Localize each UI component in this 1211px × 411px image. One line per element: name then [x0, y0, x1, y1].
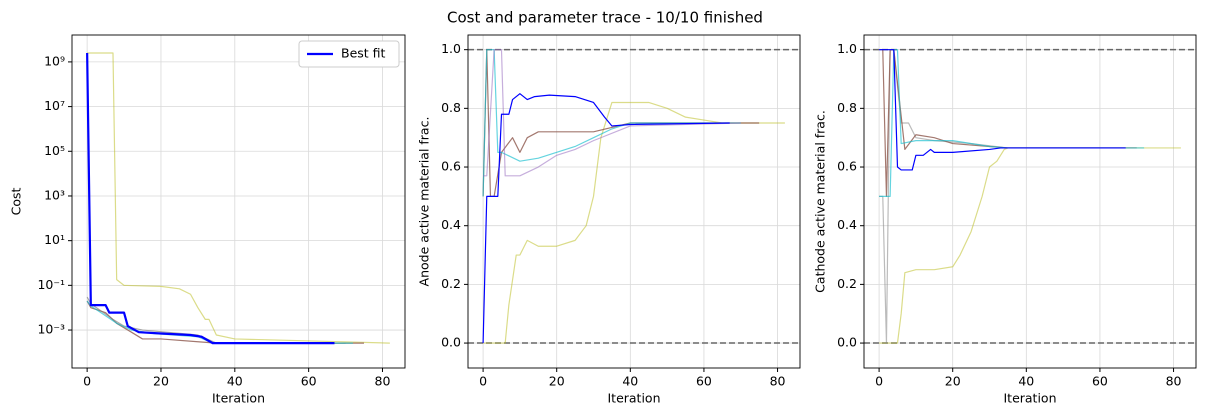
axes-frame: [467, 34, 801, 369]
legend-box: [298, 40, 400, 68]
y-axis-label: Cathode active material frac.: [813, 110, 828, 293]
x-tick-label: 40: [622, 374, 638, 389]
y-tick-label: 1.0: [441, 41, 461, 56]
y-tick-label: 0.2: [837, 276, 857, 291]
axes-frame: [863, 34, 1197, 369]
y-tick-label: 0.8: [441, 100, 461, 115]
x-axis-label: Iteration: [212, 391, 265, 406]
y-axis-label: Anode active material frac.: [417, 117, 432, 287]
x-tick-label: 80: [1166, 374, 1182, 389]
series-line: [483, 49, 741, 177]
figure-title: Cost and parameter trace - 10/10 finishe…: [447, 9, 763, 27]
series-line: [482, 93, 730, 344]
x-tick-label: 40: [1018, 374, 1034, 389]
series-line: [879, 49, 1126, 171]
subplot: 0 20 40 60 80 0.0 0.2 0.4 0.6 0.8 1.0 Iteration Cath…: [813, 34, 1197, 406]
x-tick-label: 0: [83, 374, 91, 389]
x-tick-label: 20: [549, 374, 565, 389]
x-tick-label: 20: [945, 374, 961, 389]
y-tick-label: 0.4: [837, 217, 857, 232]
y-tick-label: 10⁻³: [37, 322, 65, 337]
series-line: [87, 52, 390, 344]
y-tick-label: 10⁵: [44, 143, 65, 158]
y-tick-label: 1.0: [837, 41, 857, 56]
y-tick-label: 10⁷: [44, 98, 65, 113]
x-axis-label: Iteration: [607, 391, 660, 406]
y-tick-label: 10¹: [44, 232, 65, 247]
series-line: [483, 101, 785, 344]
x-axis-label: Iteration: [1003, 391, 1056, 406]
x-tick-label: 0: [479, 374, 487, 389]
x-tick-label: 40: [227, 374, 243, 389]
x-tick-label: 0: [875, 374, 883, 389]
axes-frame: [71, 34, 406, 369]
y-tick-label: 10⁹: [44, 53, 65, 68]
subplot: 0 20 40 60 80 10⁻³ 10⁻¹ 10¹ 10³ 10⁵ 10⁷ 10⁹ Iteratio…: [9, 34, 406, 406]
x-tick-label: 60: [301, 374, 317, 389]
y-tick-label: 0.6: [441, 159, 461, 174]
series-line: [86, 52, 335, 345]
x-tick-label: 80: [770, 374, 786, 389]
subplot: 0 20 40 60 80 0.0 0.2 0.4 0.6 0.8 1.0 Iteration Anod…: [417, 34, 801, 406]
y-tick-label: 0.6: [837, 159, 857, 174]
y-tick-label: 0.2: [441, 276, 461, 291]
y-tick-label: 0.0: [441, 335, 461, 350]
legend-label: Best fit: [341, 46, 386, 61]
x-tick-label: 60: [696, 374, 712, 389]
y-tick-label: 0.8: [837, 100, 857, 115]
x-tick-label: 80: [375, 374, 391, 389]
y-tick-label: 10³: [44, 187, 65, 202]
series-line: [879, 49, 1145, 197]
y-tick-label: 10⁻¹: [37, 277, 65, 292]
x-tick-label: 20: [153, 374, 169, 389]
x-tick-label: 60: [1092, 374, 1108, 389]
y-axis-label: Cost: [9, 188, 24, 216]
y-tick-label: 0.4: [441, 217, 461, 232]
y-tick-label: 0.0: [837, 335, 857, 350]
series-line: [879, 147, 1181, 344]
